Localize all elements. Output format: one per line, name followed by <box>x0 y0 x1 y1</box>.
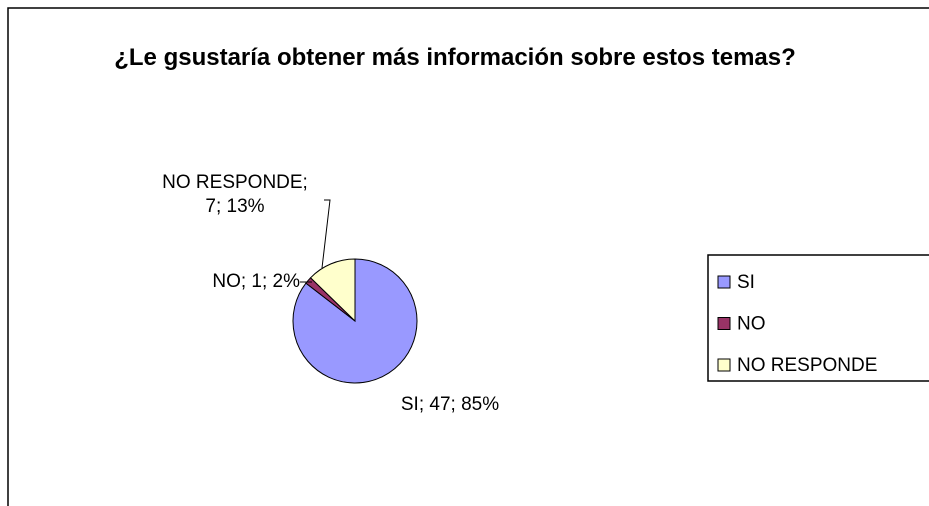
legend-swatch <box>717 317 731 330</box>
leader-line <box>321 199 331 269</box>
legend-label: NO <box>737 314 766 335</box>
chart-title: ¿Le gsustaría obtener más información so… <box>114 44 796 71</box>
data-label: SI; 47; 85% <box>400 394 500 415</box>
legend-label: SI <box>737 272 755 293</box>
legend-label: NO RESPONDE <box>737 355 877 376</box>
legend-swatch <box>717 358 731 372</box>
data-label: NO; 1; 2% <box>212 271 300 292</box>
data-label: NO RESPONDE; 7; 13% <box>162 172 308 217</box>
legend-box <box>707 254 929 382</box>
legend-swatch <box>717 275 731 289</box>
pie-slice <box>309 258 356 323</box>
